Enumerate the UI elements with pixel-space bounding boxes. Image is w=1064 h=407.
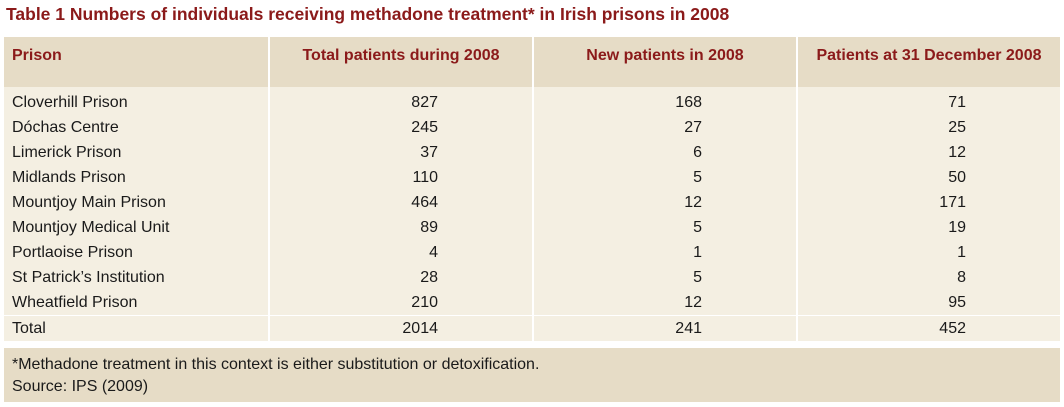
cell-dec31: 95 (948, 294, 966, 311)
cell-prison: Limerick Prison (4, 140, 270, 165)
footnote-note: *Methadone treatment in this context is … (12, 356, 540, 373)
table-row: Mountjoy Medical Unit 89 5 19 (4, 215, 1060, 240)
table-row: Portlaoise Prison 4 1 1 (4, 240, 1060, 265)
header-new-patients: New patients in 2008 (533, 37, 798, 87)
cell-total: 2014 (402, 320, 438, 337)
cell-new: 5 (693, 219, 702, 236)
cell-dec31: 25 (948, 119, 966, 136)
header-patients-dec31: Patients at 31 December 2008 (797, 37, 1060, 87)
cell-total: 827 (411, 94, 438, 111)
cell-prison: Mountjoy Main Prison (4, 190, 270, 215)
cell-dec31: 452 (939, 320, 966, 337)
cell-total: 89 (420, 219, 438, 236)
cell-new: 12 (684, 194, 702, 211)
cell-new: 27 (684, 119, 702, 136)
cell-dec31: 19 (948, 219, 966, 236)
table-caption: Table 1 Numbers of individuals receiving… (6, 4, 730, 24)
table-row: Wheatfield Prison 210 12 95 (4, 290, 1060, 316)
cell-new: 5 (693, 169, 702, 186)
cell-new: 6 (693, 144, 702, 161)
cell-total: 110 (412, 169, 438, 186)
cell-dec31: 8 (957, 269, 966, 286)
cell-dec31: 50 (948, 169, 966, 186)
cell-prison: Dóchas Centre (4, 115, 270, 140)
cell-new: 1 (693, 244, 702, 261)
header-total-patients: Total patients during 2008 (269, 37, 534, 87)
cell-prison: St Patrick’s Institution (4, 265, 270, 290)
cell-new: 5 (693, 269, 702, 286)
table-footnote: *Methadone treatment in this context is … (4, 346, 1060, 402)
cell-dec31: 12 (948, 144, 966, 161)
cell-total: 464 (411, 194, 438, 211)
table-row: Dóchas Centre 245 27 25 (4, 115, 1060, 140)
cell-prison: Portlaoise Prison (4, 240, 270, 265)
cell-prison: Total (4, 315, 270, 341)
cell-prison: Midlands Prison (4, 165, 270, 190)
total-row: Total 2014 241 452 (4, 315, 1060, 341)
cell-dec31: 171 (939, 194, 966, 211)
cell-new: 241 (675, 320, 702, 337)
table-row: Cloverhill Prison 827 168 71 (4, 87, 1060, 115)
table-row: St Patrick’s Institution 28 5 8 (4, 265, 1060, 290)
cell-total: 28 (420, 269, 438, 286)
cell-new: 12 (684, 294, 702, 311)
header-prison: Prison (4, 37, 270, 87)
cell-new: 168 (675, 94, 702, 111)
cell-total: 245 (411, 119, 438, 136)
header-row: Prison Total patients during 2008 New pa… (4, 37, 1060, 87)
cell-dec31: 71 (948, 94, 966, 111)
cell-prison: Mountjoy Medical Unit (4, 215, 270, 240)
cell-prison: Wheatfield Prison (4, 290, 270, 316)
cell-dec31: 1 (957, 244, 966, 261)
methadone-table: Prison Total patients during 2008 New pa… (4, 37, 1060, 341)
table-row: Mountjoy Main Prison 464 12 171 (4, 190, 1060, 215)
cell-total: 210 (411, 294, 438, 311)
cell-total: 37 (420, 144, 438, 161)
table-row: Midlands Prison 110 5 50 (4, 165, 1060, 190)
table-row: Limerick Prison 37 6 12 (4, 140, 1060, 165)
cell-prison: Cloverhill Prison (4, 87, 270, 115)
footnote-source: Source: IPS (2009) (12, 378, 149, 395)
cell-total: 4 (429, 244, 438, 261)
